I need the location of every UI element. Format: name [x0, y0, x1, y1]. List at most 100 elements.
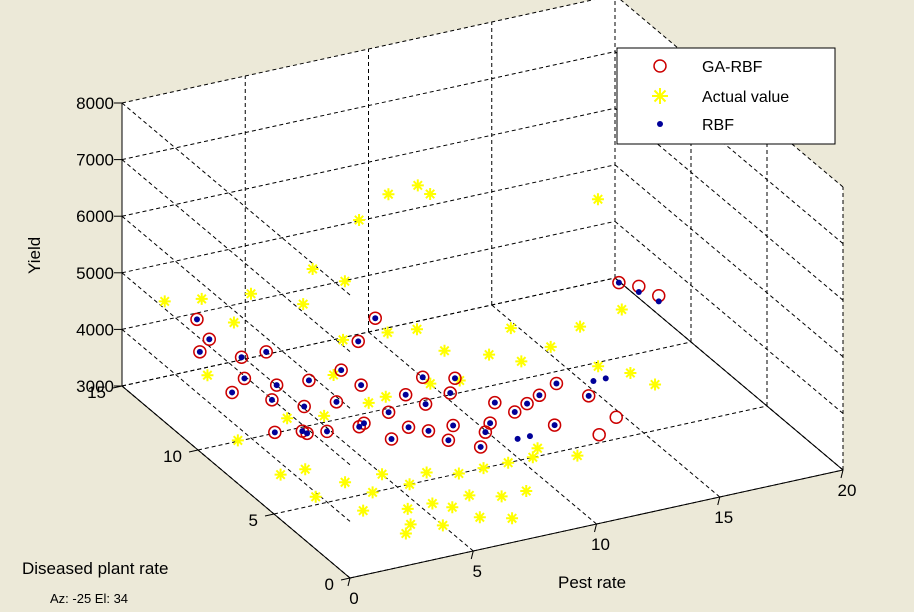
point-actual-value	[309, 490, 322, 503]
point-ga-rbf	[446, 418, 460, 433]
legend-marker-actual-value	[652, 88, 668, 104]
point-actual-value	[420, 466, 433, 479]
point-rbf	[590, 378, 597, 385]
point-actual-value	[337, 333, 350, 346]
grid-back-z	[121, 51, 616, 161]
x-tick-label: 0	[349, 589, 358, 607]
point-ga-rbf	[357, 416, 371, 431]
point-actual-value	[515, 355, 528, 368]
point-ga-rbf	[384, 432, 399, 446]
point-ga-rbf	[415, 370, 430, 385]
point-rbf	[301, 403, 308, 410]
point-ga-rbf	[265, 393, 279, 407]
point-actual-value	[520, 485, 533, 497]
point-actual-value	[592, 360, 605, 373]
z-tick-label: 5000	[76, 264, 114, 283]
x-tick-label: 20	[838, 481, 857, 500]
point-ga-rbf	[532, 388, 547, 403]
view-readout: Az: -25 El: 34	[50, 591, 128, 606]
point-rbf	[477, 443, 484, 450]
point-actual-value	[195, 292, 208, 305]
point-rbf	[511, 409, 518, 416]
point-actual-value	[362, 396, 375, 409]
x-tick-mark	[347, 577, 351, 587]
point-actual-value	[327, 369, 340, 382]
left-wall-pane	[122, 103, 350, 578]
point-actual-value	[158, 295, 171, 308]
y-axis-label: Diseased plant rate	[22, 559, 168, 578]
legend-entry-ga-rbf: GA-RBF	[653, 59, 763, 76]
point-ga-rbf	[193, 345, 207, 359]
point-actual-value	[506, 512, 519, 525]
point-ga-rbf	[381, 405, 396, 419]
legend-label-actual-value: Actual value	[702, 89, 789, 106]
point-rbf	[388, 436, 395, 443]
point-actual-value	[404, 518, 417, 531]
point-ga-rbf	[398, 387, 413, 402]
x-tick-label: 5	[473, 562, 482, 581]
point-rbf	[263, 348, 270, 355]
point-rbf	[385, 409, 392, 416]
point-rbf	[304, 430, 311, 437]
point-ga-rbf	[225, 385, 239, 400]
x-tick-mark	[717, 496, 721, 506]
point-ga-rbf	[612, 275, 626, 290]
point-actual-value	[318, 409, 331, 422]
point-actual-value	[495, 490, 508, 503]
point-rbf	[273, 382, 280, 389]
point-ga-rbf	[190, 312, 204, 327]
point-ga-rbf	[443, 386, 457, 400]
z-axis-label: Yield	[25, 237, 44, 274]
point-actual-value	[483, 348, 496, 361]
z-tick-label: 7000	[76, 151, 114, 170]
point-actual-value	[424, 377, 437, 390]
point-ga-rbf	[269, 378, 284, 392]
grid-lines	[112, 0, 844, 587]
point-rbf	[299, 428, 306, 435]
point-rbf	[553, 380, 560, 387]
point-actual-value	[446, 501, 459, 514]
point-ga-rbf	[549, 376, 564, 391]
point-rbf	[635, 289, 642, 296]
point-actual-value	[297, 298, 310, 311]
point-actual-value	[591, 193, 604, 206]
point-actual-value	[649, 378, 662, 391]
grid-back-z	[121, 277, 616, 387]
point-actual-value	[624, 366, 637, 379]
z-tick-label: 3000	[76, 377, 114, 396]
grid-back-z	[121, 0, 595, 104]
grid-floor-x	[491, 304, 721, 498]
point-actual-value	[231, 434, 244, 447]
point-actual-value	[453, 374, 466, 387]
x-axis-label: Pest rate	[558, 573, 626, 592]
point-rbf	[451, 375, 458, 382]
point-actual-value	[410, 323, 423, 336]
legend-label-rbf: RBF	[702, 117, 734, 134]
y-tick-mark	[264, 513, 275, 517]
grid-floor-x	[368, 331, 597, 525]
point-rbf	[487, 420, 494, 427]
point-actual-value	[403, 478, 416, 491]
legend[interactable]: GA-RBF Actual value RBF	[616, 47, 836, 145]
point-actual-value	[339, 476, 352, 489]
point-actual-value	[381, 326, 394, 339]
point-rbf	[241, 375, 248, 382]
legend-entry-rbf: RBF	[657, 117, 734, 134]
point-rbf	[338, 367, 345, 374]
grid-back-z	[121, 220, 616, 330]
grid-floor-y	[273, 405, 768, 515]
point-rbf	[305, 377, 312, 384]
point-rbf	[206, 336, 213, 343]
x-tick-mark	[840, 469, 844, 479]
point-actual-value	[299, 463, 312, 476]
x-tick-label: 10	[591, 535, 610, 554]
point-ga-rbf	[368, 311, 383, 325]
point-actual-value	[274, 468, 287, 481]
y-tick-label: 5	[249, 511, 258, 530]
point-actual-value	[463, 489, 476, 502]
point-rbf	[445, 437, 452, 444]
point-actual-value	[281, 412, 294, 425]
point-ga-rbf	[581, 389, 596, 403]
